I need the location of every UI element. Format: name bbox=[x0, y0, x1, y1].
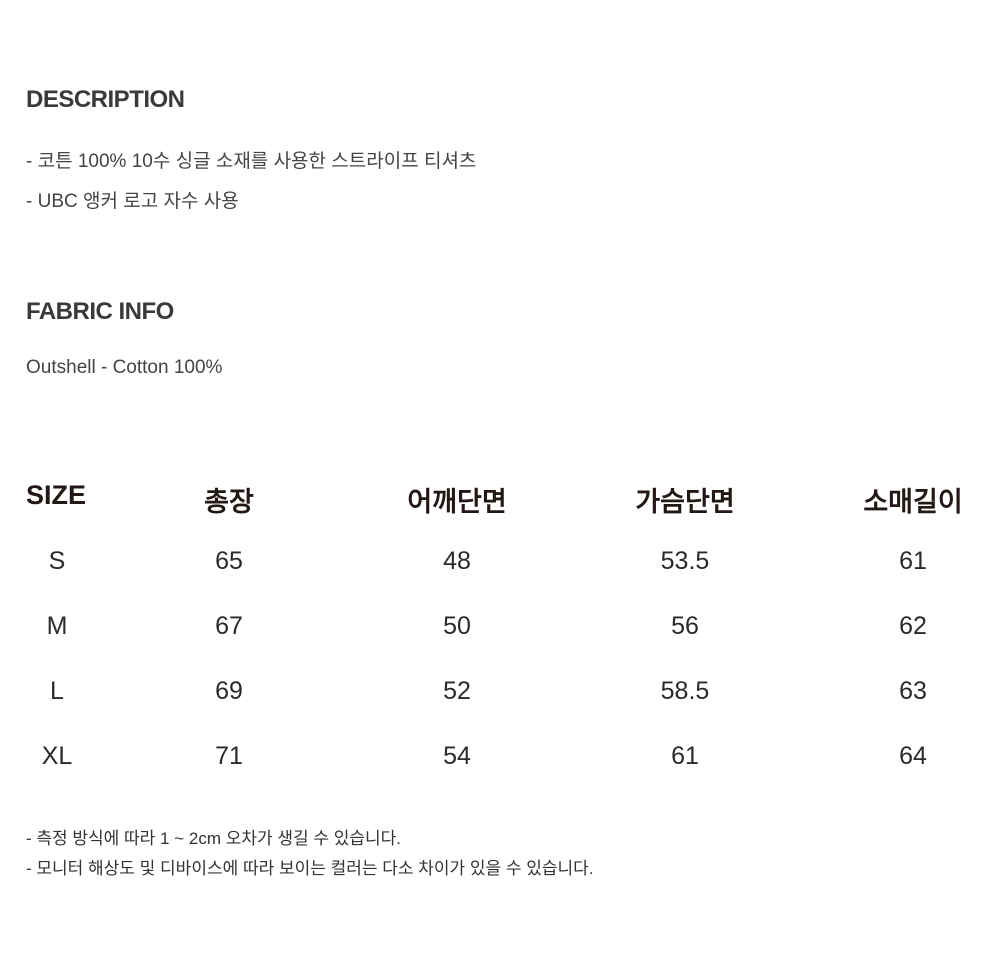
size-label: XL bbox=[41, 742, 73, 770]
size-label: M bbox=[46, 612, 68, 640]
size-label: L bbox=[50, 677, 64, 705]
description-line: - 코튼 100% 10수 싱글 소재를 사용한 스트라이프 티셔츠 bbox=[26, 151, 477, 172]
size-table-header: 가슴단면 bbox=[635, 487, 735, 517]
description-heading: DESCRIPTION bbox=[26, 86, 185, 113]
size-value: 63 bbox=[899, 677, 927, 705]
size-value: 52 bbox=[443, 677, 471, 705]
size-value: 65 bbox=[215, 547, 243, 575]
note-line: - 측정 방식에 따라 1 ~ 2cm 오차가 생길 수 있습니다. bbox=[26, 829, 401, 848]
size-value: 61 bbox=[671, 742, 699, 770]
note-line: - 모니터 해상도 및 디바이스에 따라 보이는 컬러는 다소 차이가 있을 수… bbox=[26, 859, 594, 878]
size-value: 48 bbox=[443, 547, 471, 575]
fabric-text: Outshell - Cotton 100% bbox=[26, 357, 223, 378]
size-value: 58.5 bbox=[660, 677, 710, 705]
size-value: 54 bbox=[443, 742, 471, 770]
size-label: S bbox=[48, 547, 66, 575]
size-value: 50 bbox=[443, 612, 471, 640]
size-value: 62 bbox=[899, 612, 927, 640]
size-table-header: 소매길이 bbox=[863, 487, 963, 517]
description-line: - UBC 앵커 로고 자수 사용 bbox=[26, 191, 239, 212]
size-table-header: 어깨단면 bbox=[407, 487, 507, 517]
size-value: 61 bbox=[899, 547, 927, 575]
size-value: 64 bbox=[899, 742, 927, 770]
size-value: 53.5 bbox=[660, 547, 710, 575]
size-table-header: SIZE bbox=[26, 480, 87, 510]
size-value: 71 bbox=[215, 742, 243, 770]
fabric-heading: FABRIC INFO bbox=[26, 298, 174, 325]
size-value: 69 bbox=[215, 677, 243, 705]
size-value: 56 bbox=[671, 612, 699, 640]
size-table-header: 총장 bbox=[204, 487, 254, 517]
size-value: 67 bbox=[215, 612, 243, 640]
